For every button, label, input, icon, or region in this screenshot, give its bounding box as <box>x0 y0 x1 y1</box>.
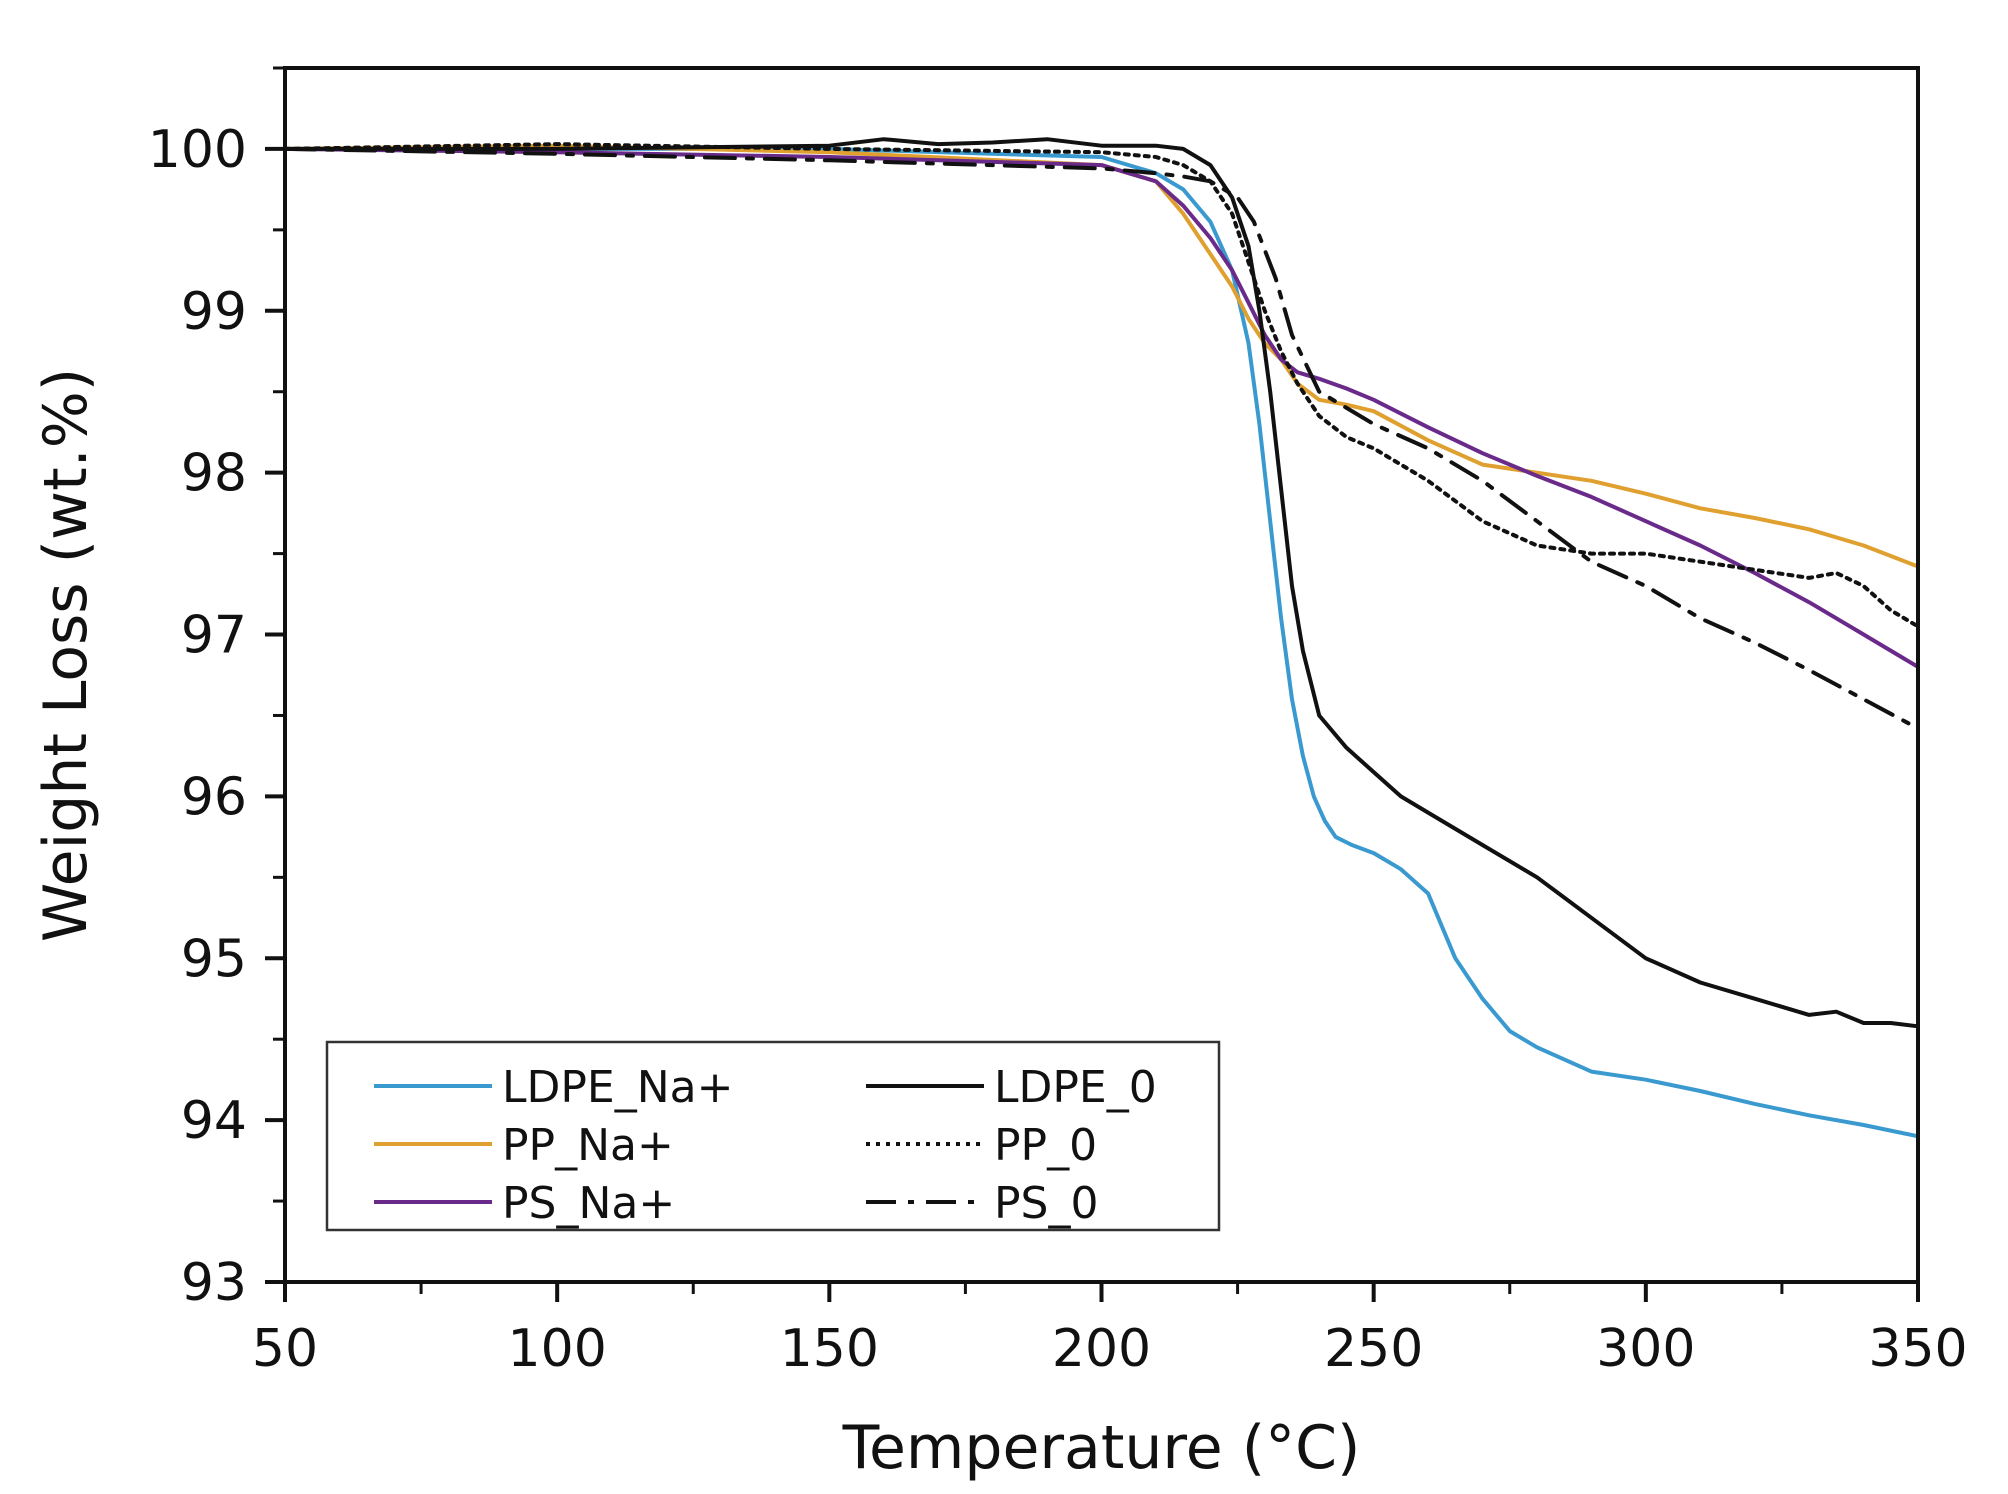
series-layer <box>283 137 1920 1139</box>
legend-label-ldpe-0: LDPE_0 <box>994 1062 1157 1113</box>
x-tick-label: 200 <box>1052 1319 1151 1379</box>
x-tick-label: 50 <box>252 1319 318 1379</box>
x-tick-label: 250 <box>1324 1319 1423 1379</box>
series-line-ldpe-na <box>283 146 1920 1139</box>
legend-label-ldpe-na: LDPE_Na+ <box>502 1062 733 1113</box>
legend-label-pp-na: PP_Na+ <box>502 1120 674 1171</box>
y-tick-label: 98 <box>181 444 247 504</box>
legend-label-ps-na: PS_Na+ <box>502 1178 675 1229</box>
x-tick-label: 100 <box>508 1319 607 1379</box>
x-tick-label: 150 <box>780 1319 879 1379</box>
x-tick-label: 350 <box>1868 1319 1967 1379</box>
ticks-layer: 50 100 150 200 250 300 350 93 94 95 96 97 98 99 100 <box>148 66 1968 1379</box>
series-line-ps-na <box>283 146 1920 669</box>
x-tick-label: 300 <box>1596 1319 1695 1379</box>
legend: LDPE_Na+ PP_Na+ PS_Na+ LDPE_0 PP_0 PS_0 <box>325 1040 1221 1232</box>
y-tick-label: 97 <box>181 606 247 666</box>
series-line-ldpe-0 <box>283 137 1920 1029</box>
y-tick-label: 93 <box>181 1253 247 1313</box>
series-line-pp-0 <box>283 142 1920 629</box>
y-tick-label: 94 <box>181 1091 247 1151</box>
legend-label-ps-0: PS_0 <box>994 1178 1098 1229</box>
y-axis-title: Weight Loss (wt.%) <box>31 368 101 942</box>
legend-label-pp-0: PP_0 <box>994 1120 1097 1171</box>
x-axis-title: Temperature (°C) <box>842 1413 1361 1483</box>
y-tick-label: 100 <box>148 120 247 180</box>
y-tick-label: 95 <box>181 929 247 989</box>
legend-box <box>325 1040 1221 1232</box>
series-line-ps-0 <box>283 146 1920 731</box>
y-tick-label: 99 <box>181 282 247 342</box>
y-tick-label: 96 <box>181 767 247 827</box>
